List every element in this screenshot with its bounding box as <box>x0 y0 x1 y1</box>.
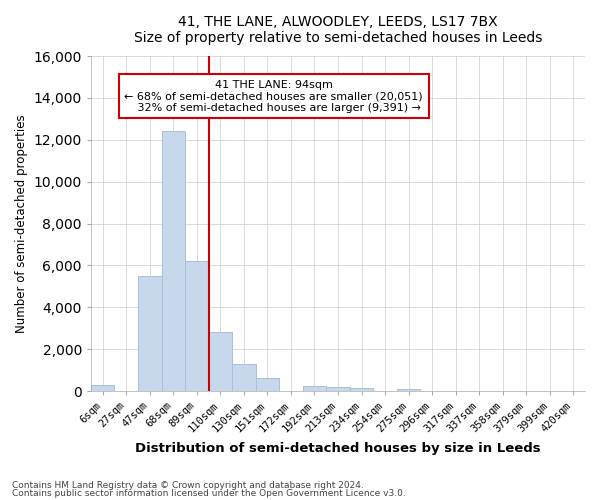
Bar <box>302 386 326 391</box>
Bar <box>138 276 161 391</box>
Y-axis label: Number of semi-detached properties: Number of semi-detached properties <box>15 114 28 333</box>
Text: Contains HM Land Registry data © Crown copyright and database right 2024.: Contains HM Land Registry data © Crown c… <box>12 481 364 490</box>
Bar <box>185 262 209 391</box>
Bar <box>350 388 373 391</box>
Bar <box>326 387 350 391</box>
Bar <box>209 332 232 391</box>
Bar <box>91 385 115 391</box>
Text: Contains public sector information licensed under the Open Government Licence v3: Contains public sector information licen… <box>12 488 406 498</box>
Title: 41, THE LANE, ALWOODLEY, LEEDS, LS17 7BX
Size of property relative to semi-detac: 41, THE LANE, ALWOODLEY, LEEDS, LS17 7BX… <box>134 15 542 45</box>
Bar <box>232 364 256 391</box>
Bar <box>161 132 185 391</box>
X-axis label: Distribution of semi-detached houses by size in Leeds: Distribution of semi-detached houses by … <box>135 442 541 455</box>
Bar <box>397 389 421 391</box>
Text: 41 THE LANE: 94sqm
← 68% of semi-detached houses are smaller (20,051)
   32% of : 41 THE LANE: 94sqm ← 68% of semi-detache… <box>124 80 423 112</box>
Bar <box>256 378 279 391</box>
